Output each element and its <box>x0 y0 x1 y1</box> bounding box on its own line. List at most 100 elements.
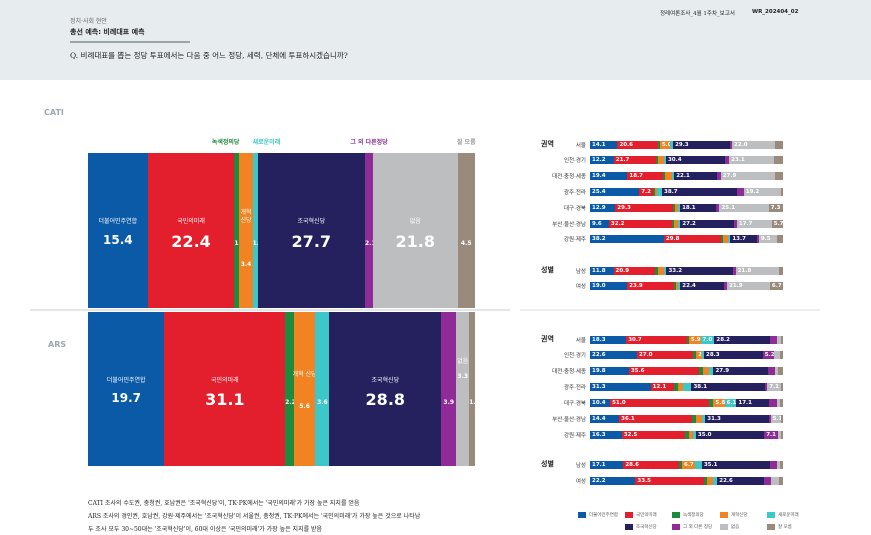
segment-value: 19.7 <box>111 391 142 406</box>
row-label: 인천·경기 <box>564 353 586 359</box>
top-label: 잘 모름 <box>456 139 476 146</box>
bar-segment: 5.1 <box>770 415 781 423</box>
bar-segment <box>678 204 681 212</box>
row-bar: 22.627.02.828.35.2 <box>590 351 783 359</box>
bar-segment: 29.8 <box>663 235 722 243</box>
bar-segment: 19.0 <box>590 282 628 290</box>
bar-segment: 6.7 <box>769 282 784 290</box>
bar-segment: 2.8 <box>696 351 702 359</box>
bar-segment <box>703 477 708 485</box>
bar-segment: 30.4 <box>665 156 726 164</box>
segment-value: 5.6 <box>299 403 310 411</box>
legend-swatch <box>720 512 728 518</box>
legend-swatch <box>625 512 633 518</box>
bar-segment: 25.1 <box>719 204 769 212</box>
bar-segment <box>678 282 681 290</box>
bar-segment <box>768 415 771 423</box>
legend-swatch <box>672 512 680 518</box>
bar-segment <box>672 204 676 212</box>
bar-segment <box>765 383 768 391</box>
row-bar: 22.2 33.5 22.6 <box>590 477 783 485</box>
segment-name: 국민의미래 <box>177 218 205 226</box>
legend-swatch <box>625 524 633 530</box>
bar-segment: 18.1 <box>680 204 716 212</box>
bar-segment <box>733 220 737 228</box>
bar-segment <box>657 141 660 149</box>
row-bar: 12.9 29.3 18.1 25.1 7.3 <box>590 204 784 212</box>
bar-segment: 5.0 <box>659 141 670 149</box>
bar-segment: 35.1 <box>701 461 771 469</box>
bar-segment <box>773 351 780 359</box>
bar-segment: 36.1 <box>619 415 693 423</box>
row-bar: 14.4 36.1 31.3 5.1 <box>590 415 783 423</box>
bar-segment: 35.6 <box>628 367 699 375</box>
bar-segment <box>653 188 656 196</box>
row-label: 서울 <box>575 143 586 149</box>
bar-segment <box>713 477 718 485</box>
bar-segment <box>701 351 704 359</box>
bar-segment <box>669 141 674 149</box>
group-label: 권역 <box>541 140 554 148</box>
bar-segment: 25.4 <box>590 188 640 196</box>
bar-segment <box>774 172 784 180</box>
note-3: 두 조사 모두 30~50대는 '조국혁신당'이, 60대 이상은 '국민의미래… <box>88 526 323 533</box>
bar-segment: 국민의미래 22.4 <box>147 153 235 308</box>
segment-value: 2.2 <box>285 398 296 406</box>
bar-segment <box>698 367 703 375</box>
top-label: 새로운미래 <box>252 139 281 146</box>
bar-segment: 22.2 <box>590 477 636 485</box>
bar-segment <box>672 220 675 228</box>
bar-segment: 국민의미래 31.1 <box>164 312 286 466</box>
bar-segment <box>658 156 664 164</box>
bar-segment: 개혁 신당 3.4 <box>239 153 253 308</box>
bar-segment: 29.3 <box>615 204 673 212</box>
legend-swatch <box>767 512 775 518</box>
legend-item: 잘 모름 <box>767 524 792 530</box>
row-label: 강원·제주 <box>564 237 586 243</box>
bar-segment: 9.6 <box>590 220 609 228</box>
bar-segment: 27.2 <box>680 220 734 228</box>
bar-segment: 38.1 <box>691 383 766 391</box>
bar-segment: 12.9 <box>590 204 616 212</box>
bar-segment <box>779 267 783 275</box>
bar-segment <box>702 415 706 423</box>
bar-segment <box>686 336 689 344</box>
bar-segment <box>725 156 730 164</box>
bar-segment <box>774 156 783 164</box>
segment-value: 4.5 <box>460 240 472 248</box>
legend-swatch <box>672 524 680 530</box>
legend-item: 국민의미래 <box>625 512 657 518</box>
bar-segment: 5.8 <box>713 399 725 407</box>
row-bar: 19.0 23.9 22.4 21.9 6.7 <box>590 282 784 290</box>
bar-segment <box>707 477 714 485</box>
report-code: WR_202404_02 <box>752 9 799 15</box>
legend-label: 국민의미래 <box>636 513 657 518</box>
bar-segment <box>655 188 658 196</box>
segment-name: 없음 <box>409 218 421 226</box>
row-bar: 31.3 12.1 38.1 7.1 <box>590 383 783 391</box>
bar-segment: 14.4 <box>590 415 620 423</box>
top-label: 녹색정의당 <box>211 139 240 146</box>
bar-segment: 27.9 <box>720 172 775 180</box>
bar-segment <box>663 156 666 164</box>
bar-segment: 5.9 <box>688 336 701 344</box>
segment-name: 더불어민주연합 <box>106 376 146 384</box>
bar-segment: 27.0 <box>636 351 694 359</box>
bar-segment: 12.2 <box>590 156 614 164</box>
bar-segment: 20.6 <box>617 141 658 149</box>
bar-segment <box>679 461 682 469</box>
legend-label: 더불어민주연합 <box>589 513 618 518</box>
row-label: 남성 <box>575 463 586 469</box>
bar-segment: 29.3 <box>673 141 731 149</box>
legend-item: 그 외 다른 정당 <box>672 524 712 530</box>
divider <box>520 309 820 311</box>
bar-segment <box>728 235 731 243</box>
bar-segment: 4.5 <box>457 153 475 308</box>
bar-segment <box>777 336 781 344</box>
row-bar: 19.4 18.7 22.1 27.9 <box>590 172 784 180</box>
bar-segment <box>708 399 714 407</box>
segment-name: 더불어민주연합 <box>98 218 138 226</box>
bar-segment: 6.1 <box>724 399 737 407</box>
bar-segment: 12.1 <box>650 383 675 391</box>
segment-value: 3.4 <box>240 260 252 268</box>
